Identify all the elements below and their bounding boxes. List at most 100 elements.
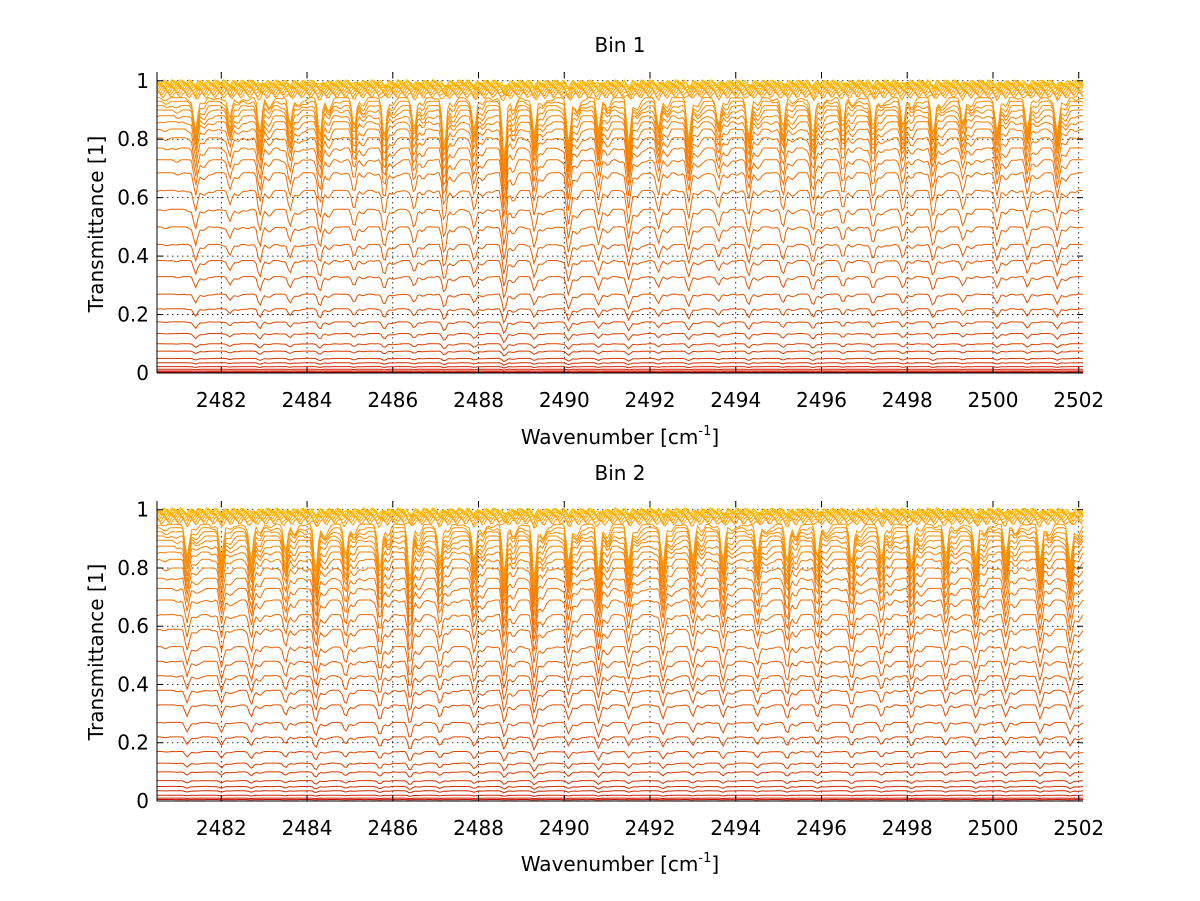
x-tick-label: 2488 [453,816,504,840]
series-line [157,109,1083,169]
x-tick-label: 2490 [539,816,590,840]
x-tick-label: 2498 [882,816,933,840]
series-line [156,689,1084,714]
series-line [156,558,1084,608]
series-line [157,577,1084,626]
x-axis-label: Wavenumber [cm-1] [521,424,719,449]
y-axis-label: Transmittance [1] [84,564,108,742]
series-line [157,243,1084,275]
series-line [156,780,1084,786]
x-tick-label: 2496 [796,388,847,412]
series-line [156,704,1084,726]
series-line [156,172,1083,217]
series-line [157,797,1083,800]
x-axis-label-main: Wavenumber [cm [521,425,699,449]
x-tick-label: 2484 [282,388,333,412]
subplot-bin-1: Bin 1 2482 2484 2486 2488 2490 2492 2494 2496 24… [84,33,1104,449]
y-tick-label: 1 [136,69,149,93]
series-line [156,628,1084,664]
chart-title: Bin 1 [594,33,645,57]
y-tick-label: 0.4 [117,244,149,268]
series-line [156,614,1084,652]
series-line [157,343,1083,352]
series-line [157,771,1084,779]
y-tick-label: 0.6 [117,186,149,210]
series-line [156,128,1083,183]
ticks: 2482 2484 2486 2488 2490 2492 2494 2496 2498 2500… [117,69,1104,412]
series-line [157,530,1084,588]
x-axis-label-end: ] [711,425,719,449]
y-tick-label: 0 [136,361,149,385]
series-line [157,259,1083,287]
axes [156,72,1083,374]
x-tick-label: 2486 [367,816,418,840]
axes [156,501,1083,802]
y-tick-label: 0.8 [117,127,149,151]
x-tick-label: 2492 [625,388,676,412]
x-tick-label: 2486 [367,388,418,412]
series-line [156,78,1084,91]
x-axis-label: Wavenumber [cm-1] [521,851,719,876]
series-line [157,368,1083,371]
x-tick-label: 2500 [968,816,1019,840]
series-line [156,276,1083,300]
series-line [156,508,1084,520]
y-tick-label: 0 [136,789,149,813]
series-line [157,762,1084,772]
x-tick-label: 2488 [453,388,504,412]
series-line [157,137,1084,192]
x-axis-label-superscript: -1 [698,424,711,439]
series-line [156,308,1083,324]
series-line [157,535,1084,592]
series-line [157,350,1083,357]
chart-title: Bin 2 [594,461,645,485]
series-line [156,509,1084,521]
y-tick-label: 0.6 [117,614,149,638]
series-line [157,321,1084,335]
x-axis-label-main: Wavenumber [cm [521,852,699,876]
series-line [156,527,1084,583]
series-line [156,599,1084,641]
y-tick-label: 0.8 [117,556,149,580]
y-tick-label: 1 [136,498,149,522]
x-tick-label: 2484 [282,816,333,840]
series-line [156,115,1083,172]
x-tick-label: 2500 [968,388,1019,412]
x-axis-label-end: ] [711,852,719,876]
series-line [157,332,1084,344]
series-line [157,646,1084,679]
subplot-bin-2: Bin 2 2482 2484 2486 2488 2490 2492 2494 2496 24… [84,461,1104,876]
series-line [157,539,1084,595]
series-line [156,357,1083,363]
series-line [156,721,1084,740]
y-tick-label: 0.4 [117,672,149,696]
x-axis-label-superscript: -1 [698,851,711,866]
x-tick-label: 2502 [1053,816,1104,840]
series-line [157,159,1083,208]
x-tick-label: 2496 [796,816,847,840]
series-line [156,81,1084,93]
series-line [157,750,1084,763]
x-tick-label: 2482 [196,816,247,840]
y-tick-label: 0.2 [117,303,149,327]
series-line [157,736,1084,752]
series-line [156,97,1084,159]
series-line [157,147,1084,200]
series-line [156,121,1083,176]
x-tick-label: 2482 [196,388,247,412]
series-line [157,567,1084,616]
series-line [157,100,1084,164]
series-line [156,545,1084,598]
series-line [157,587,1084,634]
series-line [157,785,1084,790]
series-line [156,80,1084,92]
x-tick-label: 2494 [710,816,761,840]
x-tick-label: 2494 [710,388,761,412]
series-line [156,551,1084,601]
x-tick-label: 2502 [1053,388,1104,412]
ticks: 2482 2484 2486 2488 2490 2492 2494 2496 2498 2500… [117,498,1104,840]
series-line [157,660,1084,691]
x-tick-label: 2498 [882,388,933,412]
series-line [156,293,1083,313]
